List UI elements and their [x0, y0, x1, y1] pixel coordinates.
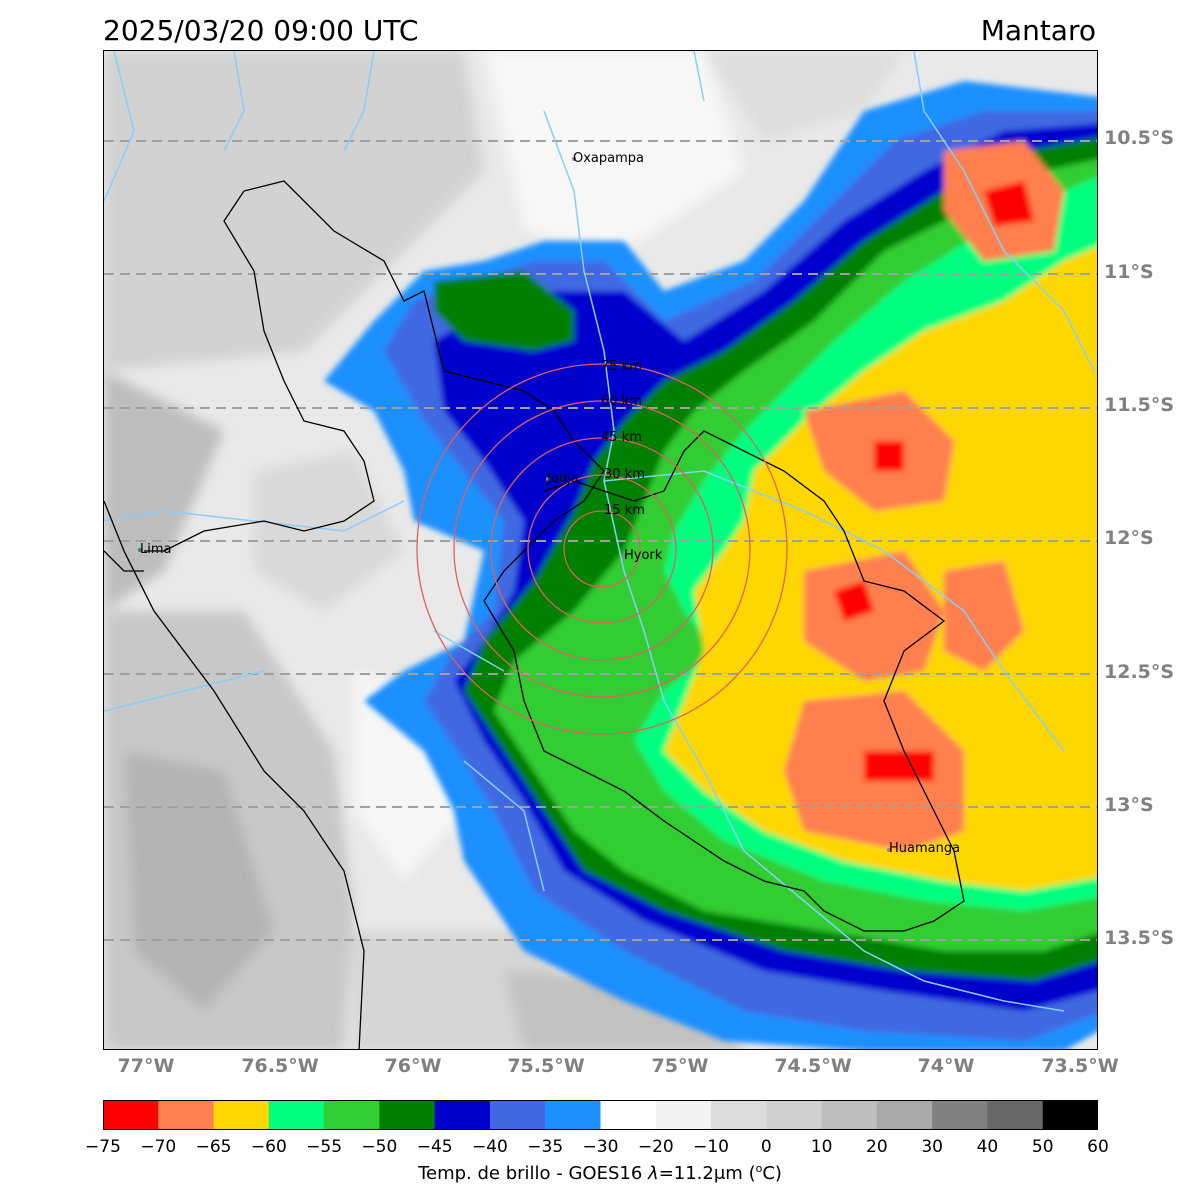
cloud-shield [324, 81, 1097, 1049]
rivers [104, 51, 1095, 1012]
colorbar-swatch [268, 1100, 325, 1130]
colorbar-tick-label: −10 [693, 1137, 729, 1157]
city-label-jauja: Jauja [546, 471, 579, 486]
lon-label-75-5w: 75.5°W [507, 1055, 585, 1077]
city-label-hyork: Hyork [624, 548, 663, 563]
colorbar-tick-label: −50 [361, 1137, 398, 1157]
lon-label-74w: 74°W [917, 1055, 975, 1077]
ring-label-30km: 30 km [604, 467, 645, 482]
city-label-oxapampa: Oxapampa [573, 151, 644, 166]
lon-label-74-5w: 74.5°W [774, 1055, 852, 1077]
map-canvas: 15 km 30 km 45 km 60 km 75 km Oxapampa J… [104, 51, 1097, 1049]
admin-boundaries [104, 180, 965, 1049]
colorbar-tick-label: −65 [195, 1137, 232, 1157]
colorbar-tick-label: 30 [921, 1137, 943, 1157]
city-label-huamanga: Huamanga [889, 841, 960, 856]
colorbar-tick-label: −45 [416, 1137, 453, 1157]
colorbar-swatch [876, 1100, 933, 1130]
city-dot [887, 848, 891, 852]
colorbar-tick-label: 40 [976, 1137, 999, 1157]
colorbar-label-super: o [755, 1162, 763, 1175]
colorbar-tick-label: −35 [527, 1137, 564, 1157]
ring-label-15km: 15 km [604, 503, 645, 518]
colorbar-tick-label: −55 [306, 1137, 343, 1157]
colorbar-swatch [103, 1100, 159, 1130]
colorbar-label: Temp. de brillo - GOES16 λ=11.2μm (oC) [0, 1162, 1200, 1184]
colorbar-tick-label: 20 [866, 1137, 888, 1157]
timestamp-title: 2025/03/20 09:00 UTC [103, 14, 419, 47]
lon-label-76w: 76°W [384, 1055, 442, 1077]
colorbar-label-end: C) [762, 1163, 782, 1184]
ring-label-75km: 75 km [601, 359, 642, 374]
lon-label-75w: 75°W [651, 1055, 709, 1077]
lon-label-73-5w: 73.5°W [1041, 1055, 1119, 1077]
lat-label-13s: 13°S [1104, 794, 1154, 816]
colorbar-tick-label: −30 [582, 1137, 619, 1157]
latitude-gridlines [104, 140, 1097, 941]
temperature-colorbar [103, 1100, 1098, 1130]
lat-label-12-5s: 12.5°S [1104, 661, 1175, 683]
colorbar-swatch [213, 1100, 270, 1130]
colorbar-swatch [379, 1100, 436, 1130]
colorbar-swatch [545, 1100, 601, 1130]
colorbar-border [103, 1100, 1098, 1130]
city-dot [546, 477, 550, 481]
lat-label-10-5s: 10.5°S [1104, 127, 1175, 149]
city-label-lima: Lima [140, 542, 171, 557]
colorbar-swatch [655, 1100, 712, 1130]
colorbar-tick-label: 10 [810, 1137, 833, 1157]
lat-label-11-5s: 11.5°S [1104, 394, 1175, 416]
colorbar-swatch [324, 1100, 380, 1130]
satellite-map: 15 km 30 km 45 km 60 km 75 km Oxapampa J… [103, 50, 1098, 1050]
lon-label-76-5w: 76.5°W [241, 1055, 319, 1077]
colorbar-swatch [1042, 1100, 1098, 1130]
lat-label-12s: 12°S [1104, 527, 1154, 549]
colorbar-tick-label: 0 [760, 1137, 772, 1157]
colorbar-tick-label: −40 [471, 1137, 508, 1157]
colorbar-swatch [434, 1100, 491, 1130]
colorbar-label-lambda: λ [648, 1163, 659, 1184]
colorbar-swatch [766, 1100, 823, 1130]
ring-label-45km: 45 km [601, 430, 642, 445]
city-markers: Oxapampa Jauja Hyork Lima Huamanga [138, 151, 960, 856]
colorbar-swatch [158, 1100, 215, 1130]
colorbar-tick-label: 50 [1031, 1137, 1054, 1157]
city-dot [572, 157, 576, 161]
basin-title: Mantaro [980, 14, 1096, 47]
colorbar-swatch [711, 1100, 767, 1130]
colorbar-label-unit: μm ( [713, 1163, 756, 1184]
colorbar-swatch [489, 1100, 546, 1130]
city-dot [622, 554, 626, 558]
lon-label-77w: 77°W [117, 1055, 175, 1077]
colorbar-swatch [932, 1100, 988, 1130]
colorbar-tick-label: −20 [637, 1137, 674, 1157]
range-ring-labels: 15 km 30 km 45 km 60 km 75 km [601, 359, 645, 518]
ring-label-60km: 60 km [601, 394, 642, 409]
colorbar-tick-label: −70 [140, 1137, 177, 1157]
city-dot [138, 548, 142, 552]
colorbar-label-prefix: Temp. de brillo - GOES16 [418, 1163, 649, 1184]
colorbar-tick-label: −60 [250, 1137, 287, 1157]
colorbar-tick-label: 60 [1087, 1137, 1109, 1157]
colorbar-tick-label: −75 [85, 1137, 121, 1157]
colorbar-swatch [987, 1100, 1044, 1130]
colorbar-label-value: =11.2 [658, 1163, 714, 1184]
colorbar-swatch [821, 1100, 878, 1130]
lat-label-13-5s: 13.5°S [1104, 927, 1175, 949]
range-rings [416, 363, 788, 735]
lat-label-11s: 11°S [1104, 261, 1154, 283]
colorbar-swatch [600, 1100, 657, 1130]
